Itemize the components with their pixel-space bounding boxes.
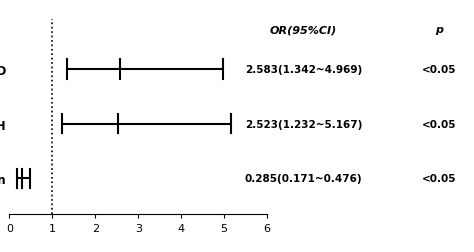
Text: <0.05: <0.05 bbox=[422, 119, 456, 129]
Text: 2.523(1.232~5.167): 2.523(1.232~5.167) bbox=[245, 119, 362, 129]
Text: OR(95%CI): OR(95%CI) bbox=[270, 25, 337, 35]
Text: <0.05: <0.05 bbox=[422, 174, 456, 184]
Text: 2.583(1.342~4.969): 2.583(1.342~4.969) bbox=[245, 64, 362, 74]
Text: p: p bbox=[435, 25, 443, 35]
Text: <0.05: <0.05 bbox=[422, 64, 456, 74]
Text: 0.285(0.171~0.476): 0.285(0.171~0.476) bbox=[245, 174, 362, 184]
